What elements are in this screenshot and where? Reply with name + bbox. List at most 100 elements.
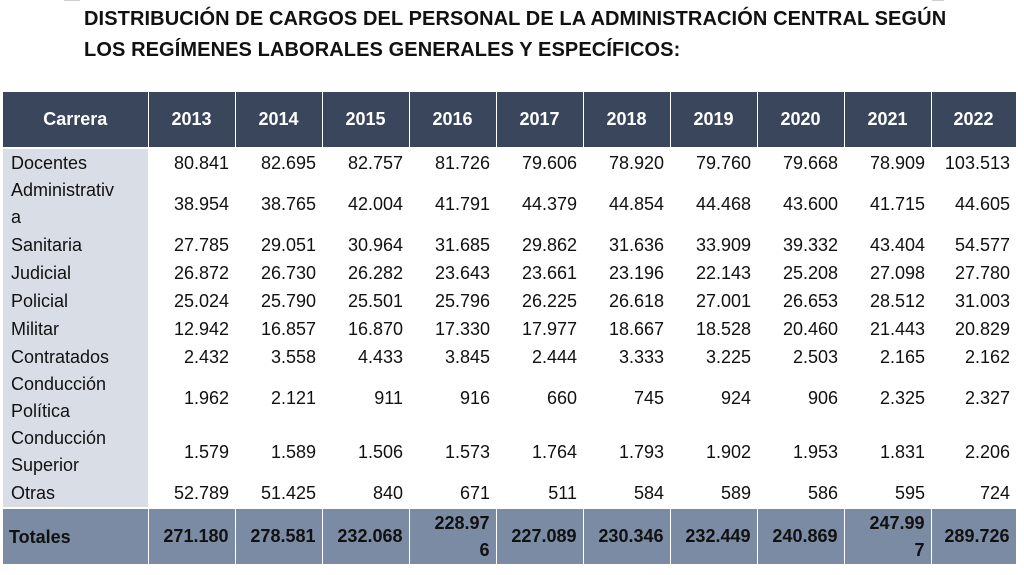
- cell-value: 911: [322, 371, 409, 425]
- cell-value: 2.503: [757, 343, 844, 371]
- title-line-1: DISTRIBUCIÓN DE CARGOS DEL PERSONAL DE L…: [84, 8, 947, 30]
- row-label: Contratados: [3, 343, 149, 371]
- table-row: Conducción Superior 1.579 1.589 1.506 1.573 1.…: [3, 425, 1016, 479]
- totals-value-line: 7: [914, 539, 925, 560]
- cell-value: 42.004: [322, 177, 409, 231]
- cell-value: 41.715: [844, 177, 931, 231]
- cell-value: 25.796: [409, 287, 496, 315]
- totals-value: 271.180: [148, 507, 236, 564]
- row-label: Policial: [3, 287, 149, 315]
- cell-value: 3.845: [409, 343, 496, 371]
- cell-value: 38.954: [148, 177, 235, 231]
- table-row: Policial 25.024 25.790 25.501 25.796 26.225 26…: [3, 287, 1016, 315]
- header-year: 2014: [235, 92, 323, 149]
- row-label-line: Conducción: [11, 428, 107, 448]
- cell-value: 1.962: [148, 371, 235, 425]
- cell-value: 23.643: [409, 259, 496, 287]
- row-label: Conducción Política: [3, 371, 149, 425]
- cell-value: 26.872: [148, 259, 235, 287]
- cell-value: 79.760: [670, 148, 757, 177]
- cell-value: 17.330: [409, 315, 496, 343]
- cell-value: 27.098: [844, 259, 931, 287]
- cell-value: 745: [583, 371, 670, 425]
- cell-value: 79.606: [496, 148, 583, 177]
- cell-value: 82.757: [322, 148, 409, 177]
- table-row: Docentes 80.841 82.695 82.757 81.726 79.606 78…: [3, 148, 1016, 177]
- cell-value: 79.668: [757, 148, 844, 177]
- totals-value: 240.869: [757, 507, 845, 564]
- row-label-line: a: [11, 207, 22, 227]
- top-rule-left: [64, 0, 80, 1]
- cell-value: 16.857: [235, 315, 322, 343]
- table-row: Contratados 2.432 3.558 4.433 3.845 2.444 3.33…: [3, 343, 1016, 371]
- cell-value: 20.829: [931, 315, 1016, 343]
- totals-value: 289.726: [931, 507, 1017, 564]
- cell-value: 1.589: [235, 425, 322, 479]
- cell-value: 12.942: [148, 315, 235, 343]
- header-year: 2022: [931, 92, 1017, 149]
- totals-value: 230.346: [583, 507, 671, 564]
- cell-value: 1.953: [757, 425, 844, 479]
- cell-value: 906: [757, 371, 844, 425]
- totals-row: Totales 271.180 278.581 232.068 228.97 6 227.0…: [3, 507, 1017, 564]
- top-rule-right: [932, 0, 944, 1]
- cell-value: 924: [670, 371, 757, 425]
- cell-value: 17.977: [496, 315, 583, 343]
- table-row: Militar 12.942 16.857 16.870 17.330 17.977 18.…: [3, 315, 1016, 343]
- header-year: 2019: [670, 92, 758, 149]
- row-label-line: Política: [11, 401, 71, 421]
- title-line-2: LOS REGÍMENES LABORALES GENERALES Y ESPE…: [84, 39, 681, 61]
- cell-value: 26.225: [496, 287, 583, 315]
- cell-value: 22.143: [670, 259, 757, 287]
- cell-value: 660: [496, 371, 583, 425]
- row-label-line: Conducción: [11, 374, 107, 394]
- cell-value: 31.636: [583, 231, 670, 259]
- cell-value: 916: [409, 371, 496, 425]
- cell-value: 18.528: [670, 315, 757, 343]
- row-label: Docentes: [3, 148, 149, 177]
- cell-value: 21.443: [844, 315, 931, 343]
- cell-value: 23.661: [496, 259, 583, 287]
- cell-value: 3.333: [583, 343, 670, 371]
- cell-value: 26.653: [757, 287, 844, 315]
- cell-value: 2.325: [844, 371, 931, 425]
- header-row: Carrera 2013 2014 2015 2016 2017 2018 20…: [3, 92, 1017, 149]
- cell-value: 25.024: [148, 287, 235, 315]
- totals-value: 232.449: [670, 507, 758, 564]
- row-label: Conducción Superior: [3, 425, 149, 479]
- cell-value: 43.600: [757, 177, 844, 231]
- cell-value: 584: [583, 479, 670, 508]
- cell-value: 724: [931, 479, 1016, 508]
- table-row: Judicial 26.872 26.730 26.282 23.643 23.661 23…: [3, 259, 1016, 287]
- cell-value: 511: [496, 479, 583, 508]
- cell-value: 18.667: [583, 315, 670, 343]
- cell-value: 1.573: [409, 425, 496, 479]
- cell-value: 16.870: [322, 315, 409, 343]
- cell-value: 38.765: [235, 177, 322, 231]
- cell-value: 1.506: [322, 425, 409, 479]
- cell-value: 81.726: [409, 148, 496, 177]
- totals-label: Totales: [3, 507, 149, 564]
- cell-value: 80.841: [148, 148, 235, 177]
- totals-value: 278.581: [235, 507, 323, 564]
- cell-value: 26.730: [235, 259, 322, 287]
- cell-value: 3.558: [235, 343, 322, 371]
- cell-value: 44.854: [583, 177, 670, 231]
- header-year: 2017: [496, 92, 584, 149]
- cell-value: 1.764: [496, 425, 583, 479]
- header-year: 2020: [757, 92, 845, 149]
- header-year: 2018: [583, 92, 671, 149]
- cell-value: 30.964: [322, 231, 409, 259]
- table-row: Otras 52.789 51.425 840 671 511 584 589 586 595 72…: [3, 479, 1016, 508]
- cell-value: 52.789: [148, 479, 235, 508]
- cell-value: 41.791: [409, 177, 496, 231]
- table-row: Administrativ a 38.954 38.765 42.004 41.791 44…: [3, 177, 1016, 231]
- cell-value: 44.605: [931, 177, 1016, 231]
- cell-value: 31.685: [409, 231, 496, 259]
- cell-value: 2.121: [235, 371, 322, 425]
- cell-value: 2.327: [931, 371, 1016, 425]
- row-label-line: Superior: [11, 455, 80, 475]
- cell-value: 595: [844, 479, 931, 508]
- totals-value: 232.068: [322, 507, 410, 564]
- cell-value: 1.793: [583, 425, 670, 479]
